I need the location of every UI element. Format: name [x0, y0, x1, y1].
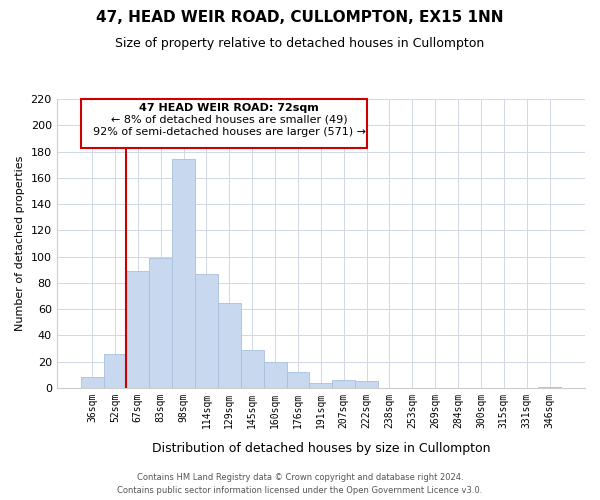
Bar: [104, 354, 127, 388]
Bar: [355, 382, 378, 388]
Text: 92% of semi-detached houses are larger (571) →: 92% of semi-detached houses are larger (…: [93, 126, 366, 136]
Bar: [538, 386, 561, 388]
Bar: [241, 350, 263, 388]
Bar: [263, 362, 287, 388]
Text: ← 8% of detached houses are smaller (49): ← 8% of detached houses are smaller (49): [111, 115, 347, 125]
Text: Contains HM Land Registry data © Crown copyright and database right 2024.
Contai: Contains HM Land Registry data © Crown c…: [118, 474, 482, 495]
Text: 47 HEAD WEIR ROAD: 72sqm: 47 HEAD WEIR ROAD: 72sqm: [139, 103, 319, 113]
FancyBboxPatch shape: [80, 99, 367, 148]
Bar: [218, 302, 241, 388]
Bar: [149, 258, 172, 388]
Bar: [310, 382, 332, 388]
Text: Size of property relative to detached houses in Cullompton: Size of property relative to detached ho…: [115, 38, 485, 51]
Bar: [172, 160, 195, 388]
Bar: [127, 271, 149, 388]
Text: 47, HEAD WEIR ROAD, CULLOMPTON, EX15 1NN: 47, HEAD WEIR ROAD, CULLOMPTON, EX15 1NN: [96, 10, 504, 25]
X-axis label: Distribution of detached houses by size in Cullompton: Distribution of detached houses by size …: [152, 442, 490, 455]
Bar: [287, 372, 310, 388]
Bar: [80, 378, 104, 388]
Bar: [332, 380, 355, 388]
Y-axis label: Number of detached properties: Number of detached properties: [15, 156, 25, 331]
Bar: [195, 274, 218, 388]
